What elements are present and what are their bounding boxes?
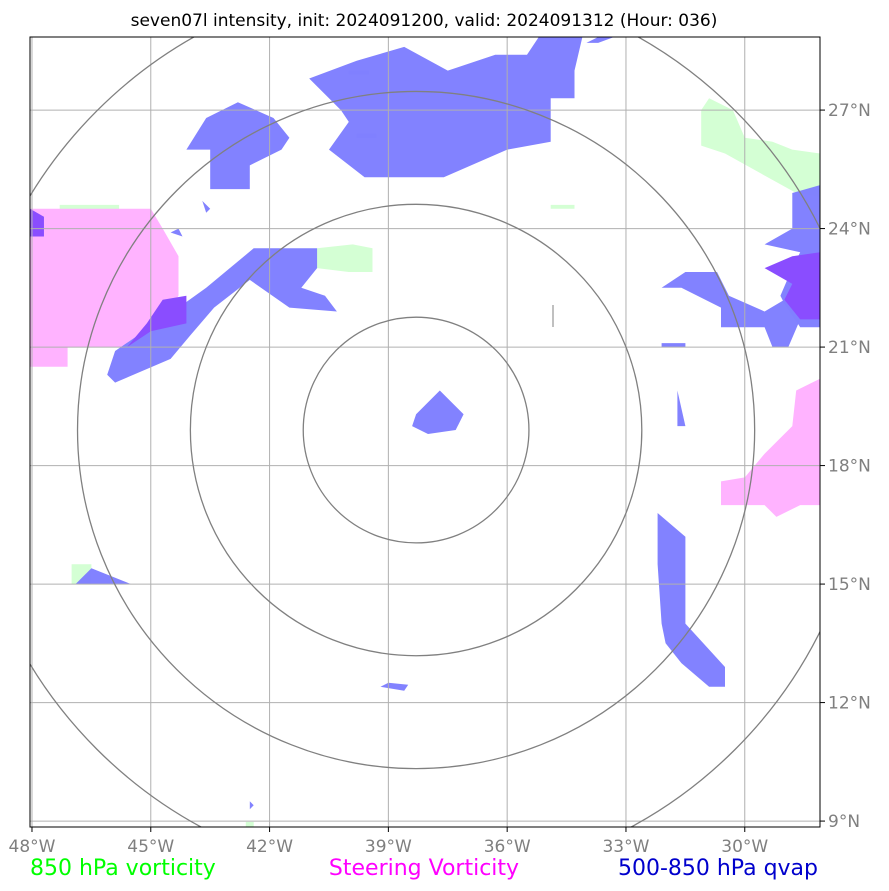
overlap-region [764, 252, 820, 320]
qvap-region [75, 568, 131, 585]
range-ring [76, 90, 756, 770]
vorticity-850-region [701, 98, 820, 197]
qvap-region [309, 37, 615, 178]
qvap-region [186, 102, 290, 190]
qvap-region [348, 70, 369, 75]
vorticity-850-region [317, 244, 373, 272]
steering-vorticity-region [30, 208, 179, 367]
legend-qvap: 500-850 hPa qvap [618, 856, 818, 881]
vorticity-850-region [550, 204, 575, 209]
qvap-region [657, 513, 725, 687]
chart-title: seven07l intensity, init: 2024091200, va… [131, 11, 718, 31]
range-ring [302, 316, 530, 544]
y-tick-label: 15°N [828, 575, 871, 595]
x-tick-label: 48°W [9, 837, 56, 857]
axis-ticks-layer: 48°W 45°W 42°W 39°W 36°W 33°W 30°W 27°N 24°N 21°N… [9, 101, 871, 857]
overlap-region [127, 295, 187, 348]
x-tick-label: 33°W [602, 837, 649, 857]
x-tick-label: 45°W [127, 837, 174, 857]
overlap-region [30, 208, 44, 237]
plot-frame [29, 36, 821, 828]
vorticity-850-region [245, 821, 254, 827]
legend-steering-vorticity: Steering Vorticity [329, 856, 519, 881]
y-tick-label: 24°N [828, 220, 871, 240]
x-tick-label: 42°W [246, 837, 293, 857]
map-plot-area [30, 37, 820, 827]
qvap-region [107, 248, 337, 383]
x-tick-label: 30°W [721, 837, 768, 857]
range-rings-layer [30, 37, 820, 827]
y-tick-label: 9°N [828, 812, 860, 832]
qvap-region [356, 133, 377, 138]
qvap-region [170, 228, 183, 237]
y-tick-label: 12°N [828, 694, 871, 714]
qvap-region [661, 343, 686, 348]
x-tick-label: 36°W [484, 837, 531, 857]
qvap-region [380, 682, 409, 691]
legend-850-hpa-vorticity: 850 hPa vorticity [30, 856, 216, 881]
qvap-region [249, 801, 254, 810]
qvap-region [412, 390, 464, 434]
y-tick-label: 18°N [828, 457, 871, 477]
y-tick-label: 27°N [828, 101, 871, 121]
qvap-region [202, 200, 211, 213]
contour-fields-layer [30, 37, 820, 827]
qvap-region [661, 272, 801, 348]
steering-vorticity-region [721, 378, 820, 517]
x-tick-label: 39°W [365, 837, 412, 857]
range-ring [189, 203, 643, 657]
qvap-region [677, 390, 686, 427]
y-tick-label: 21°N [828, 338, 871, 358]
